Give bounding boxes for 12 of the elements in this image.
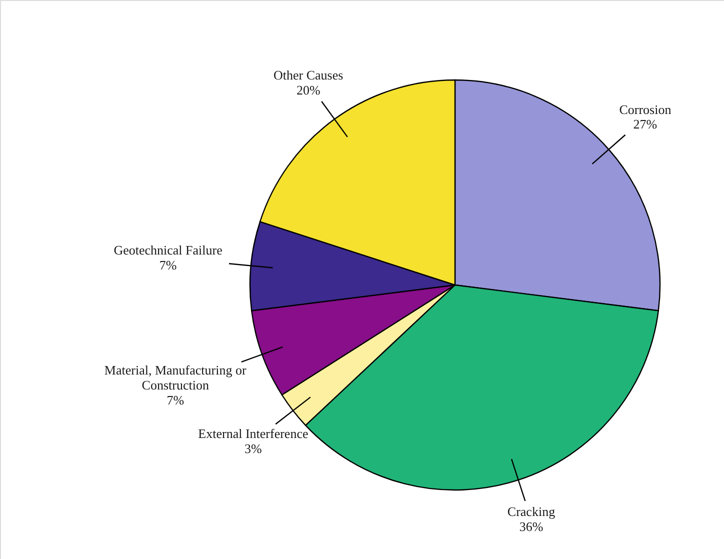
slice-label: Geotechnical Failure	[114, 242, 223, 258]
slice-label: Other Causes	[274, 68, 344, 83]
data-label: 7%	[159, 257, 177, 272]
data-label: 20%	[296, 82, 320, 98]
data-label: 36%	[519, 519, 544, 534]
data-label: 7%	[166, 392, 184, 408]
slice-label: Corrosion	[619, 102, 672, 117]
data-label: 27%	[633, 116, 658, 132]
slice-label: Material, Manufacturing or Construction	[104, 362, 247, 393]
slice-label: External Interference	[198, 426, 308, 442]
data-label: 3%	[244, 441, 262, 456]
slice-label: Cracking	[507, 504, 556, 520]
